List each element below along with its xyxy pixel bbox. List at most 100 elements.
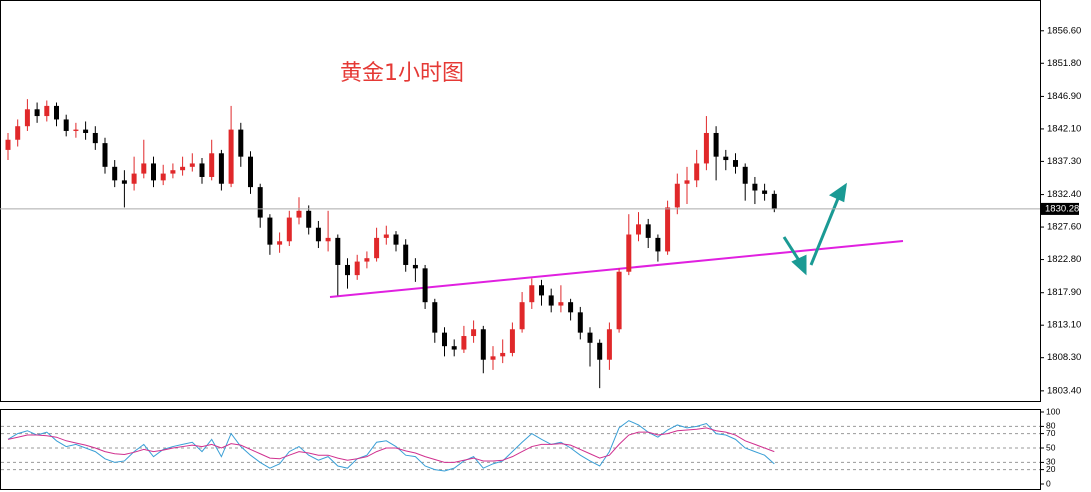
- candle-body: [703, 132, 709, 164]
- candle-body: [151, 163, 156, 181]
- candle-body: [218, 153, 224, 184]
- candle-body: [383, 234, 389, 238]
- candle-body: [92, 132, 98, 144]
- candle-body: [403, 244, 409, 265]
- y-tick-label: 70: [1046, 428, 1056, 438]
- candle-body: [131, 173, 137, 184]
- y-tick-label: 1832.40: [1047, 189, 1081, 200]
- rsi-line: [7, 420, 775, 472]
- candle-body: [762, 190, 768, 194]
- y-tick-label: 80: [1046, 421, 1056, 431]
- candle-body: [160, 173, 166, 181]
- candle-body: [519, 302, 525, 330]
- candle-body: [723, 156, 729, 161]
- candle-body: [393, 234, 399, 245]
- candle-body: [742, 166, 748, 184]
- candle-body: [209, 153, 215, 177]
- candle-body: [432, 302, 438, 333]
- y-tick-label: 1822.80: [1047, 254, 1081, 265]
- candle-body: [529, 285, 535, 303]
- candle-body: [83, 129, 89, 133]
- candle-body: [490, 356, 496, 360]
- candle-body: [296, 210, 302, 218]
- candle-body: [54, 105, 59, 120]
- rsi-frame: [0, 409, 1041, 490]
- candle-body: [674, 183, 680, 208]
- candle-body: [655, 237, 661, 252]
- y-tick-label: 1827.60: [1047, 222, 1081, 233]
- candle-body: [597, 342, 603, 360]
- candle-body: [684, 180, 690, 184]
- candle-body: [364, 258, 370, 262]
- current-price-box: [1041, 202, 1079, 215]
- candle-body: [374, 237, 380, 259]
- y-tick-label: 1803.40: [1047, 385, 1081, 396]
- candle-body: [306, 210, 312, 228]
- candle-body: [228, 129, 234, 184]
- y-tick-label: 1851.80: [1047, 58, 1081, 69]
- candle-body: [354, 261, 360, 276]
- candle-body: [713, 132, 719, 157]
- candle-body: [442, 332, 447, 347]
- candle-body: [112, 166, 118, 181]
- candle-body: [141, 163, 147, 174]
- candle-body: [412, 264, 418, 269]
- candle-body: [238, 129, 244, 157]
- candle-body: [121, 180, 127, 184]
- candle-body: [558, 302, 564, 306]
- candle-body: [63, 119, 69, 131]
- candle-body: [471, 329, 477, 337]
- candle-body: [73, 129, 79, 131]
- candle-body: [548, 295, 554, 306]
- y-tick-label: 50: [1046, 442, 1056, 452]
- candle-body: [539, 285, 544, 296]
- main-frame: [0, 0, 1041, 402]
- y-tick-label: 1856.60: [1047, 25, 1081, 36]
- candle-body: [24, 109, 30, 127]
- candle-body: [277, 241, 283, 245]
- candle-body: [15, 126, 21, 140]
- candle-body: [771, 193, 777, 209]
- candle-body: [5, 139, 11, 150]
- candle-body: [616, 271, 622, 330]
- candle-body: [694, 163, 700, 181]
- candle-body: [345, 264, 350, 276]
- candle-body: [286, 217, 292, 242]
- candle-body: [325, 237, 331, 242]
- candle-body: [248, 156, 253, 188]
- candle-body: [752, 183, 758, 191]
- y-tick-label: 1837.30: [1047, 156, 1081, 167]
- candle-body: [451, 346, 457, 350]
- y-tick-label: 30: [1046, 457, 1056, 467]
- y-tick-label: 1813.10: [1047, 320, 1081, 331]
- candle-body: [606, 329, 612, 360]
- candle-body: [500, 352, 506, 357]
- y-tick-label: 20: [1046, 464, 1056, 474]
- y-tick-label: 1817.90: [1047, 287, 1081, 298]
- candle-body: [587, 332, 593, 343]
- candle-body: [626, 234, 632, 272]
- candle-body: [461, 336, 467, 350]
- candle-body: [170, 170, 176, 174]
- candle-body: [102, 143, 108, 167]
- candle-body: [315, 227, 321, 242]
- chart-title: 黄金1小时图: [340, 61, 464, 86]
- candle-body: [480, 329, 486, 360]
- candle-body: [733, 160, 738, 167]
- candle-body: [422, 268, 428, 303]
- y-tick-label: 1808.30: [1047, 352, 1081, 363]
- candle-body: [335, 237, 341, 265]
- candle-body: [645, 224, 651, 238]
- candle-body: [44, 105, 50, 117]
- candle-body: [568, 302, 574, 313]
- candle-body: [189, 163, 195, 167]
- current-price-label: 1830.28: [1045, 203, 1079, 214]
- y-tick-label: 1842.10: [1047, 123, 1081, 134]
- candle-body: [257, 187, 263, 218]
- candle-body: [199, 163, 205, 177]
- y-tick-label: 1846.90: [1047, 91, 1081, 102]
- candle-body: [509, 329, 515, 353]
- candle-body: [180, 166, 186, 171]
- candle-body: [577, 312, 583, 333]
